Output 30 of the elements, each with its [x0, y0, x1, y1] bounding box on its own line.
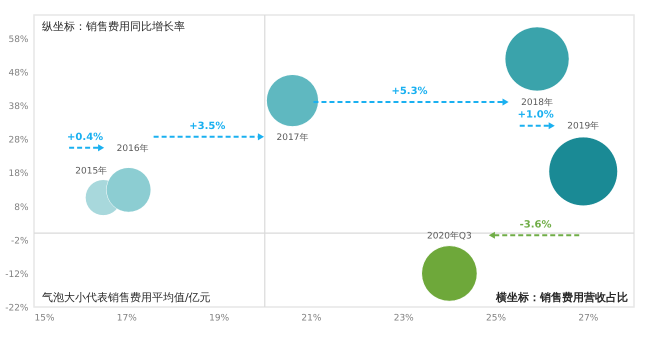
y-tick-label: -12%	[5, 270, 29, 280]
y-tick-label: 48%	[8, 68, 29, 79]
x-axis-title: 横坐标：销售费用营收占比	[495, 291, 628, 304]
series-label: 2016年	[116, 142, 149, 154]
series-label: 2019年	[567, 120, 600, 132]
y-tick-label: -2%	[10, 236, 29, 246]
y-tick-label: 38%	[8, 102, 29, 112]
annotation: -3.6%	[520, 219, 552, 230]
x-tick-label: 15%	[34, 314, 55, 324]
y-tick-label: 18%	[8, 169, 29, 180]
x-tick-label: 27%	[578, 314, 599, 324]
y-tick-label: -22%	[5, 304, 29, 314]
annotation: 气泡大小代表销售费用平均值/亿元	[42, 291, 211, 304]
annotation: +3.5%	[189, 120, 226, 132]
y-tick-label: 8%	[14, 202, 29, 213]
series-label: 2015年	[75, 165, 108, 176]
x-tick-label: 21%	[301, 314, 322, 324]
annotation: +1.0%	[518, 110, 554, 121]
annotation: +5.3%	[391, 86, 428, 98]
series-label: 2018年	[521, 97, 554, 108]
x-tick-label: 25%	[486, 314, 506, 324]
y-tick-label: 28%	[8, 136, 29, 146]
annotation: +0.4%	[67, 132, 104, 143]
x-tick-label: 23%	[394, 314, 414, 324]
series-label: 2017年	[276, 132, 308, 143]
series-label: 2020年Q3	[427, 230, 472, 242]
x-tick-label: 17%	[116, 314, 138, 324]
y-axis-title: 纵坐标：销售费用同比增长率	[42, 20, 185, 33]
x-tick-label: 19%	[209, 314, 230, 324]
y-tick-label: 58%	[8, 34, 29, 45]
